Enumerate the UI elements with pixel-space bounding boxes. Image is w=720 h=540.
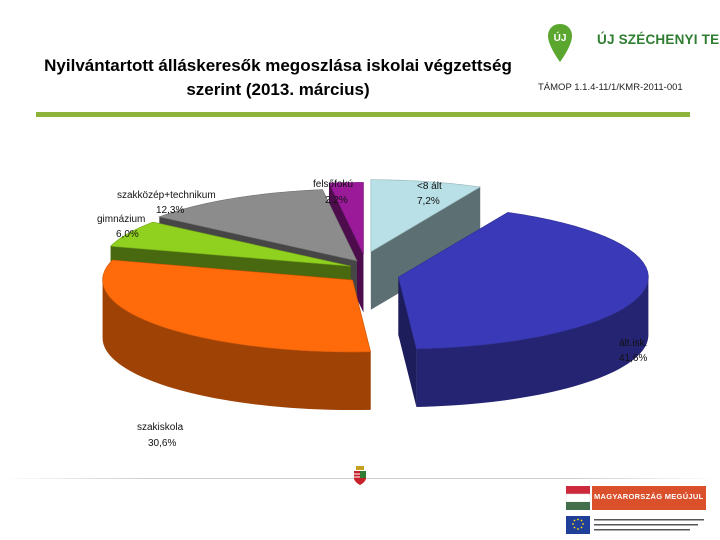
slice-label-gimnazium: gimnázium: [97, 214, 145, 225]
eu-flag-icon: [566, 516, 590, 534]
logo-text: ÚJ SZÉCHENYI TERV: [597, 32, 720, 47]
slide-title: Nyilvántartott álláskeresők megoszlása i…: [28, 54, 528, 102]
slice-label-szakkozep: szakközép+technikum: [117, 190, 216, 201]
pie-labels: <8 ált 7,2% ált.isk. 41,6% szakiskola 30…: [97, 179, 647, 449]
coat-of-arms-icon: [354, 466, 366, 485]
eu-funding-text-lines: [594, 519, 704, 531]
slice-value-lt8: 7,2%: [417, 196, 440, 207]
slice-value-gimnazium: 6,0%: [116, 229, 139, 240]
pie-slice-alt-isk: [398, 212, 649, 407]
slice-value-szakiskola: 30,6%: [148, 438, 176, 449]
pie-slices: [102, 179, 649, 411]
slice-value-felsofoku: 2,2%: [325, 195, 348, 206]
slice-value-szakkozep: 12,3%: [156, 205, 184, 216]
title-underline: [36, 112, 690, 117]
pie-slice-lt8: [370, 179, 482, 310]
slice-label-felsofoku: felsőfokú: [313, 179, 353, 190]
program-code: TÁMOP 1.1.4-11/1/KMR-2011-001: [538, 82, 683, 93]
magyarorszag-megujul-banner: [566, 486, 706, 510]
slice-value-alt-isk: 41,6%: [619, 353, 647, 364]
slice-label-szakiskola: szakiskola: [137, 422, 184, 433]
slice-label-alt-isk: ált.isk.: [619, 338, 647, 349]
pie-slice-szakiskola: [102, 259, 372, 411]
slice-label-lt8: <8 ált: [417, 181, 442, 192]
szechenyi-terv-logo-icon: ÚJ: [548, 24, 572, 62]
svg-text:ÚJ: ÚJ: [554, 31, 567, 44]
slide-title-line-2: szerint (2013. március): [186, 80, 370, 99]
slide-title-line-1: Nyilvántartott álláskeresők megoszlása i…: [44, 56, 512, 75]
banner-text: MAGYARORSZÁG MEGÚJUL: [594, 492, 704, 501]
